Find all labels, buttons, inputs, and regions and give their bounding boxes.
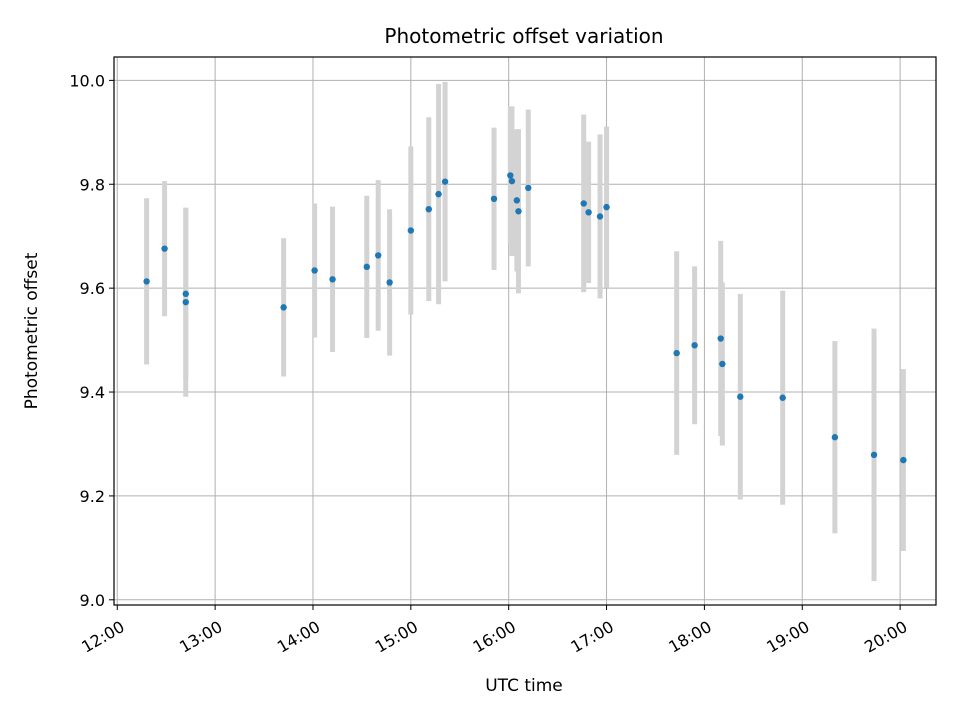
data-point: [182, 290, 189, 298]
data-point: [580, 200, 587, 207]
y-tick-label: 9.6: [80, 279, 105, 298]
data-point: [673, 349, 680, 357]
data-point: [691, 342, 698, 349]
data-point: [900, 456, 907, 464]
data-point: [161, 245, 168, 252]
data-point: [737, 393, 744, 400]
data-point: [329, 276, 336, 283]
y-tick-label: 9.8: [80, 175, 105, 194]
y-tick-label: 9.2: [80, 487, 105, 506]
y-tick-label: 9.4: [80, 383, 105, 402]
data-point: [515, 208, 522, 215]
data-point: [311, 267, 318, 274]
data-point: [425, 205, 432, 213]
data-point: [585, 209, 592, 216]
y-tick-label: 9.0: [80, 591, 105, 610]
data-point: [407, 227, 415, 234]
data-point: [375, 252, 382, 259]
x-axis-label: UTC time: [485, 676, 563, 696]
data-point: [603, 203, 610, 211]
data-point: [831, 434, 839, 441]
data-point: [596, 213, 604, 220]
data-point: [363, 263, 370, 271]
y-axis-label: Photometric offset: [22, 252, 42, 409]
data-point: [525, 184, 532, 192]
data-point: [719, 360, 726, 368]
data-point: [435, 190, 442, 198]
data-point: [870, 451, 878, 459]
data-point: [717, 335, 724, 342]
data-point: [441, 178, 449, 185]
data-point: [513, 197, 521, 204]
y-tick-label: 10.0: [69, 71, 105, 90]
data-point: [182, 298, 189, 306]
data-point: [779, 394, 786, 401]
data-point: [508, 177, 516, 185]
plot-frame: [113, 56, 937, 606]
data-point: [386, 279, 393, 286]
data-point: [143, 278, 150, 285]
chart-title: Photometric offset variation: [384, 24, 663, 48]
data-point: [507, 172, 514, 179]
data-points: [143, 172, 907, 464]
data-point: [280, 304, 287, 311]
data-point: [490, 195, 498, 203]
